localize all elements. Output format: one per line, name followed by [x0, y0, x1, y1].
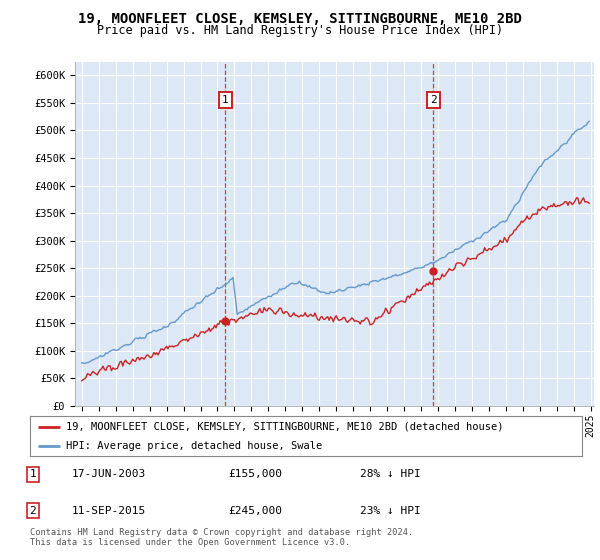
Text: 2: 2	[29, 506, 37, 516]
Text: 19, MOONFLEET CLOSE, KEMSLEY, SITTINGBOURNE, ME10 2BD (detached house): 19, MOONFLEET CLOSE, KEMSLEY, SITTINGBOU…	[66, 422, 503, 432]
Text: 2: 2	[430, 95, 436, 105]
Text: £155,000: £155,000	[228, 469, 282, 479]
Text: 28% ↓ HPI: 28% ↓ HPI	[360, 469, 421, 479]
Text: £245,000: £245,000	[228, 506, 282, 516]
Text: This data is licensed under the Open Government Licence v3.0.: This data is licensed under the Open Gov…	[30, 538, 350, 547]
Text: HPI: Average price, detached house, Swale: HPI: Average price, detached house, Swal…	[66, 441, 322, 451]
Text: 17-JUN-2003: 17-JUN-2003	[72, 469, 146, 479]
Text: 1: 1	[222, 95, 229, 105]
Text: 1: 1	[29, 469, 37, 479]
Text: 23% ↓ HPI: 23% ↓ HPI	[360, 506, 421, 516]
Text: Price paid vs. HM Land Registry's House Price Index (HPI): Price paid vs. HM Land Registry's House …	[97, 24, 503, 36]
Text: 11-SEP-2015: 11-SEP-2015	[72, 506, 146, 516]
Text: Contains HM Land Registry data © Crown copyright and database right 2024.: Contains HM Land Registry data © Crown c…	[30, 528, 413, 536]
Text: 19, MOONFLEET CLOSE, KEMSLEY, SITTINGBOURNE, ME10 2BD: 19, MOONFLEET CLOSE, KEMSLEY, SITTINGBOU…	[78, 12, 522, 26]
